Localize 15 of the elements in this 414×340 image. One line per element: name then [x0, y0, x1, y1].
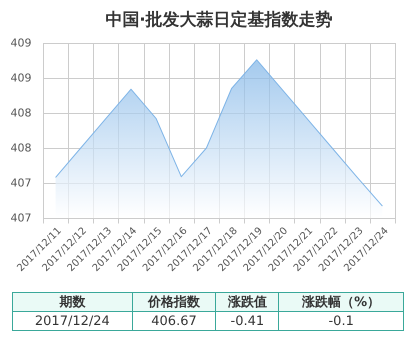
chart-title: 中国·批发大蒜日定基指数走势 [105, 10, 333, 30]
y-tick-label: 409 [10, 36, 32, 50]
y-tick-label: 408 [10, 142, 32, 154]
text: 2017/12/24 [12, 312, 132, 330]
text: 406.67 [132, 312, 216, 330]
text: 价格指数 [132, 292, 216, 312]
y-tick-label: 407 [10, 176, 32, 190]
y-tick-label: 409 [10, 72, 32, 84]
y-tick-label: 408 [10, 106, 32, 120]
y-tick-label: 407 [10, 212, 32, 224]
text: 涨跌幅（%） [278, 292, 404, 312]
text: -0.1 [278, 312, 404, 330]
text: 期数 [12, 292, 132, 312]
text: 涨跌值 [216, 292, 279, 312]
text: -0.41 [216, 312, 279, 330]
